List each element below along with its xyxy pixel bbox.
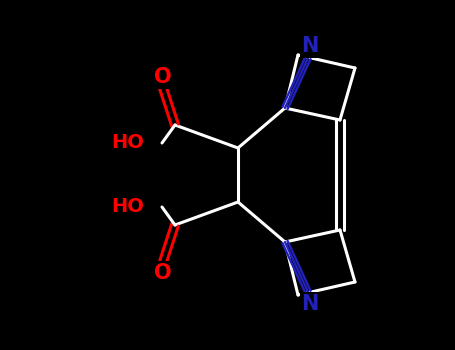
Text: HO: HO xyxy=(111,197,144,217)
Text: N: N xyxy=(301,294,318,314)
Text: O: O xyxy=(154,263,172,283)
Text: N: N xyxy=(301,36,318,56)
Text: HO: HO xyxy=(111,133,144,153)
Text: O: O xyxy=(154,67,172,87)
